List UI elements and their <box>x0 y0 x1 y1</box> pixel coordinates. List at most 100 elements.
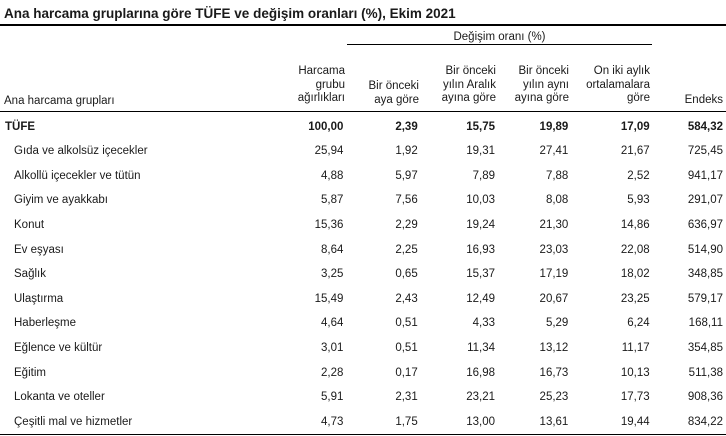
data-table: TÜFE 100,00 2,39 15,75 19,89 17,09 584,32 Gıda … <box>0 114 726 434</box>
cell-avg12: 5,93 <box>627 194 650 207</box>
table-row: Ev eşyası 8,64 2,25 16,93 23,03 22,08 514,90 <box>0 237 726 262</box>
cell-weight: 3,01 <box>321 342 344 355</box>
cell-avg12: 22,08 <box>620 243 650 256</box>
row-label: Haberleşme <box>14 317 76 330</box>
cell-yoy: 5,29 <box>545 317 569 330</box>
header-weight: Harcama grubu ağırlıkları <box>297 65 345 104</box>
top-rule <box>0 24 726 26</box>
header-monthly: Bir önceki aya göre <box>368 80 420 106</box>
row-label: Gıda ve alkolsüz içecekler <box>14 145 148 158</box>
row-label: Çeşitli mal ve hizmetler <box>14 415 133 428</box>
cell-weight: 5,91 <box>321 391 344 404</box>
cell-yoy: 25,23 <box>539 391 569 404</box>
row-label: Konut <box>14 219 45 232</box>
cell-yoy: 13,61 <box>539 415 569 428</box>
cell-yoy: 13,12 <box>539 342 569 355</box>
change-group-rule <box>347 44 652 45</box>
table-row: Çeşitli mal ve hizmetler 4,73 1,75 13,00 13,… <box>0 410 726 435</box>
change-group-header: Değişim oranı (%) <box>453 31 546 43</box>
cell-weight: 15,36 <box>314 219 344 232</box>
cell-yoy: 20,67 <box>539 292 569 305</box>
cell-monthly: 2,31 <box>395 391 418 404</box>
cell-monthly: 5,97 <box>395 169 418 182</box>
cell-index: 584,32 <box>687 120 723 133</box>
cell-index: 348,85 <box>687 268 723 281</box>
row-label: Eğlence ve kültür <box>14 342 103 355</box>
table-row: Eğlence ve kültür 3,01 0,51 11,34 13,12 11,17… <box>0 336 726 361</box>
table-row: Alkollü içecekler ve tütün 4,88 5,97 7,89 7,… <box>0 164 726 189</box>
cell-monthly: 2,43 <box>395 292 418 305</box>
cell-yoy: 21,30 <box>539 219 569 232</box>
row-label: TÜFE <box>5 120 36 133</box>
cell-weight: 25,94 <box>314 145 344 158</box>
header-index: Endeks <box>684 94 723 106</box>
cell-weight: 15,49 <box>314 292 344 305</box>
cell-index: 168,11 <box>688 317 723 330</box>
table-row: Lokanta ve oteller 5,91 2,31 23,21 25,23 17,7… <box>0 385 726 410</box>
cell-monthly: 2,25 <box>395 243 418 256</box>
cell-index: 941,17 <box>687 169 723 182</box>
table-row: Haberleşme 4,64 0,51 4,33 5,29 6,24 168,11 <box>0 311 726 336</box>
cell-weight: 2,28 <box>321 366 344 379</box>
table-row: Giyim ve ayakkabı 5,87 7,56 10,03 8,08 5,93 29… <box>0 188 726 213</box>
cell-monthly: 2,29 <box>395 219 418 232</box>
cell-dec: 19,31 <box>466 145 496 158</box>
cell-weight: 100,00 <box>308 120 344 133</box>
bottom-rule <box>0 434 726 435</box>
cell-avg12: 21,67 <box>620 145 650 158</box>
cell-dec: 12,49 <box>466 292 496 305</box>
cell-monthly: 0,51 <box>395 342 418 355</box>
header-rule <box>0 111 726 112</box>
cell-avg12: 14,86 <box>620 219 650 232</box>
cell-avg12: 10,13 <box>620 366 650 379</box>
cell-weight: 4,64 <box>321 317 344 330</box>
table-row: Gıda ve alkolsüz içecekler 25,94 1,92 19,31… <box>0 139 726 164</box>
cell-monthly: 0,17 <box>395 366 418 379</box>
cell-yoy: 8,08 <box>545 194 569 207</box>
cell-dec: 13,00 <box>466 415 496 428</box>
table-row-total: TÜFE 100,00 2,39 15,75 19,89 17,09 584,32 <box>0 114 726 139</box>
table-row: Ulaştırma 15,49 2,43 12,49 20,67 23,25 579,17 <box>0 287 726 312</box>
cell-yoy: 19,89 <box>539 120 569 133</box>
cell-yoy: 17,19 <box>539 268 569 281</box>
table-row: Konut 15,36 2,29 19,24 21,30 14,86 636,97 <box>0 213 726 238</box>
table-row: Sağlık 3,25 0,65 15,37 17,19 18,02 348,85 <box>0 262 726 287</box>
cell-index: 579,17 <box>687 292 723 305</box>
row-label: Ev eşyası <box>14 243 64 256</box>
cell-index: 514,90 <box>687 243 723 256</box>
cell-yoy: 27,41 <box>539 145 569 158</box>
cell-monthly: 1,92 <box>395 145 418 158</box>
cell-index: 354,85 <box>687 342 723 355</box>
row-label: Ulaştırma <box>14 292 64 305</box>
cell-index: 511,38 <box>688 366 723 379</box>
row-label: Giyim ve ayakkabı <box>14 194 108 207</box>
row-label: Alkollü içecekler ve tütün <box>14 169 141 182</box>
cell-yoy: 7,88 <box>545 169 569 182</box>
table-row: Eğitim 2,28 0,17 16,98 16,73 10,13 511,38 <box>0 360 726 385</box>
row-label: Lokanta ve oteller <box>14 391 105 404</box>
cell-yoy: 16,73 <box>539 366 569 379</box>
cell-avg12: 11,17 <box>621 342 650 355</box>
cell-index: 908,36 <box>687 391 723 404</box>
row-label: Sağlık <box>14 268 46 281</box>
cell-avg12: 18,02 <box>620 268 650 281</box>
cell-dec: 4,33 <box>472 317 496 330</box>
cell-dec: 15,37 <box>466 268 496 281</box>
cell-monthly: 1,75 <box>395 415 418 428</box>
table-body: TÜFE 100,00 2,39 15,75 19,89 17,09 584,32 Gıda … <box>0 114 726 434</box>
header-yoy: Bir önceki yılın aynı ayına göre <box>514 65 569 104</box>
header-december: Bir önceki yılın Aralık ayına göre <box>441 65 496 104</box>
cell-weight: 4,73 <box>321 415 344 428</box>
cell-dec: 10,03 <box>466 194 496 207</box>
cell-weight: 4,88 <box>321 169 344 182</box>
cell-yoy: 23,03 <box>539 243 569 256</box>
cell-weight: 3,25 <box>321 268 344 281</box>
cell-avg12: 23,25 <box>620 292 650 305</box>
cell-index: 834,22 <box>687 415 723 428</box>
header-group-label: Ana harcama grupları <box>4 95 115 107</box>
cell-dec: 16,98 <box>466 366 496 379</box>
cell-weight: 8,64 <box>321 243 344 256</box>
row-label: Eğitim <box>14 366 46 379</box>
cell-avg12: 19,44 <box>620 415 650 428</box>
cell-monthly: 7,56 <box>395 194 418 207</box>
